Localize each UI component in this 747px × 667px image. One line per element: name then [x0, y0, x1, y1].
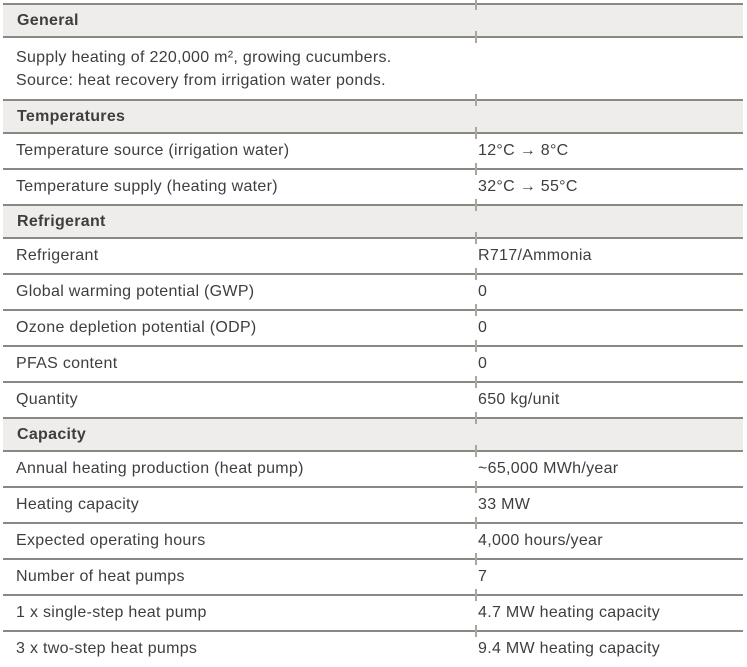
spec-label: Ozone depletion potential (ODP): [16, 319, 257, 336]
spec-label: Heating capacity: [16, 496, 140, 513]
spec-label: Number of heat pumps: [16, 568, 185, 585]
description-line-1: Supply heating of 220,000 m², growing cu…: [16, 49, 392, 66]
spec-row-operating-hours: Expected operating hours 4,000 hours/yea…: [3, 517, 743, 558]
spec-label: Quantity: [16, 391, 78, 408]
section-header-temperatures: Temperatures: [3, 94, 743, 132]
spec-label: Refrigerant: [16, 247, 99, 264]
spec-row-odp: Ozone depletion potential (ODP) 0: [3, 304, 743, 345]
section-title-capacity: Capacity: [17, 425, 87, 443]
spec-row-temperature-supply: Temperature supply (heating water) 32°C …: [3, 163, 743, 204]
section-title-temperatures: Temperatures: [17, 107, 126, 125]
spec-value: 12°C → 8°C: [478, 142, 569, 159]
spec-value: 650 kg/unit: [478, 391, 560, 408]
spec-value: 0: [478, 319, 488, 336]
spec-value: ~65,000 MWh/year: [478, 460, 619, 477]
spec-value: 0: [478, 283, 488, 300]
spec-row-two-step-pumps: 3 x two-step heat pumps 9.4 MW heating c…: [3, 625, 743, 666]
spec-row-heating-capacity: Heating capacity 33 MW: [3, 481, 743, 522]
spec-label: Expected operating hours: [16, 532, 206, 549]
spec-row-quantity: Quantity 650 kg/unit: [3, 376, 743, 417]
spec-row-gwp: Global warming potential (GWP) 0: [3, 268, 743, 309]
spec-row-pfas: PFAS content 0: [3, 340, 743, 381]
spec-label: Annual heating production (heat pump): [16, 460, 304, 477]
section-header-capacity: Capacity: [3, 412, 743, 450]
spec-value: R717/Ammonia: [478, 247, 592, 264]
section-title-general: General: [17, 11, 79, 29]
spec-value: 33 MW: [478, 496, 531, 513]
spec-row-annual-production: Annual heating production (heat pump) ~6…: [3, 445, 743, 486]
spec-label: 1 x single-step heat pump: [16, 604, 207, 621]
spec-label: Global warming potential (GWP): [16, 283, 255, 300]
spec-label: Temperature source (irrigation water): [16, 142, 290, 159]
spec-sheet: General Supply heating of 220,000 m², gr…: [3, 0, 743, 666]
spec-value: 4.7 MW heating capacity: [478, 604, 661, 621]
spec-row-number-of-heat-pumps: Number of heat pumps 7: [3, 553, 743, 594]
spec-label: PFAS content: [16, 355, 118, 372]
description-line-2: Source: heat recovery from irrigation wa…: [16, 72, 386, 89]
section-header-refrigerant: Refrigerant: [3, 199, 743, 237]
spec-row-single-step-pump: 1 x single-step heat pump 4.7 MW heating…: [3, 589, 743, 630]
spec-label: Temperature supply (heating water): [16, 178, 278, 195]
spec-row-temperature-source: Temperature source (irrigation water) 12…: [3, 127, 743, 168]
spec-value: 9.4 MW heating capacity: [478, 640, 661, 657]
spec-value: 32°C → 55°C: [478, 178, 578, 195]
section-header-general: General: [3, 0, 743, 36]
spec-value: 0: [478, 355, 488, 372]
spec-value: 7: [478, 568, 488, 585]
spec-row-refrigerant: Refrigerant R717/Ammonia: [3, 232, 743, 273]
section-title-refrigerant: Refrigerant: [17, 212, 106, 230]
spec-value: 4,000 hours/year: [478, 532, 603, 549]
general-description: Supply heating of 220,000 m², growing cu…: [3, 31, 743, 99]
spec-label: 3 x two-step heat pumps: [16, 640, 198, 657]
